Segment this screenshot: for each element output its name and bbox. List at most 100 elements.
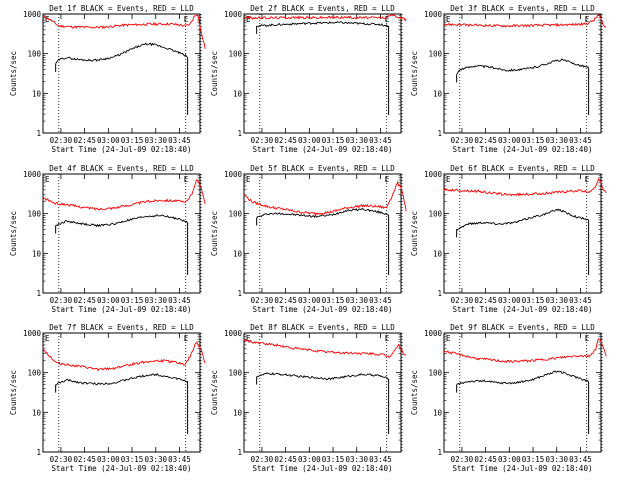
y-axis-title: Counts/sec [410,51,419,96]
y-tick-label: 100 [428,369,442,378]
y-tick-label: 10 [433,249,443,258]
x-tick-label: 02:30 [451,136,474,145]
x-tick-label: 03:15 [522,136,545,145]
x-tick-label: 02:45 [274,455,297,464]
panel-title: Det 1f BLACK = Events, RED = LLD [49,4,194,13]
events-series-line [256,21,389,28]
y-tick-label: 100 [27,50,41,59]
y-tick-label: 10 [233,408,243,417]
flag-e-left: E [45,15,50,24]
plot-frame [243,173,402,294]
x-tick-label: 02:30 [251,296,274,305]
y-axis-title: Counts/sec [210,370,219,415]
x-tick-label: 03:15 [522,296,545,305]
plot-frame [243,13,402,134]
panel-title: Det 8f BLACK = Events, RED = LLD [250,323,395,332]
x-axis-title: Start Time (24-Jul-09 02:18:40) [453,145,593,154]
x-tick-label: 03:15 [121,296,144,305]
y-tick-label: 10 [433,89,443,98]
y-tick-label: 1000 [424,170,443,179]
y-tick-label: 1 [437,129,442,138]
events-series-line [456,58,589,75]
x-tick-label: 03:30 [545,136,568,145]
y-tick-label: 10 [233,89,243,98]
y-tick-label: 1000 [424,329,443,338]
lld-series-line [42,14,206,49]
x-tick-label: 03:30 [345,296,368,305]
x-tick-label: 02:45 [73,136,96,145]
y-axis-title: Counts/sec [9,211,18,256]
y-axis-title: Counts/sec [9,51,18,96]
panel-det-6: Det 6f BLACK = Events, RED = LLD 1 10 100 10… [410,164,607,314]
y-tick-label: 1000 [224,10,243,19]
events-series-line [256,372,389,381]
y-tick-label: 1000 [424,10,443,19]
lld-series-line [42,179,206,211]
y-tick-label: 10 [233,249,243,258]
y-tick-label: 1 [437,289,442,298]
x-tick-label: 02:45 [474,136,497,145]
x-tick-label: 03:45 [168,455,191,464]
x-tick-label: 03:30 [144,296,167,305]
x-tick-label: 02:30 [50,136,73,145]
x-tick-label: 03:30 [144,455,167,464]
y-tick-label: 1 [237,289,242,298]
flag-e-right: E [184,334,189,343]
panel-det-2: Det 2f BLACK = Events, RED = LLD 1 10 100 10… [210,4,407,154]
y-axis-title: Counts/sec [410,370,419,415]
x-tick-label: 03:45 [369,296,392,305]
panel-det-1: Det 1f BLACK = Events, RED = LLD 1 10 100 10… [9,4,206,154]
events-series-line [456,370,589,386]
x-tick-label: 02:45 [474,455,497,464]
x-tick-label: 03:45 [168,136,191,145]
x-tick-label: 02:30 [251,455,274,464]
y-tick-label: 1000 [224,170,243,179]
flag-e-right: E [385,175,390,184]
x-tick-label: 03:30 [144,136,167,145]
x-tick-label: 02:30 [50,455,73,464]
x-tick-label: 03:00 [97,136,120,145]
y-tick-label: 1 [36,129,41,138]
y-tick-label: 10 [32,408,42,417]
x-tick-label: 02:30 [451,455,474,464]
x-tick-label: 02:45 [73,455,96,464]
y-tick-label: 1000 [23,10,42,19]
x-tick-label: 03:45 [369,455,392,464]
x-tick-label: 03:30 [545,296,568,305]
panel-det-4: Det 4f BLACK = Events, RED = LLD 1 10 100 10… [9,164,206,314]
panel-title: Det 6f BLACK = Events, RED = LLD [450,164,595,173]
y-axis-title: Counts/sec [210,211,219,256]
x-tick-label: 03:00 [97,455,120,464]
x-tick-label: 03:30 [345,136,368,145]
y-tick-label: 1 [437,448,442,457]
x-tick-label: 03:30 [345,455,368,464]
x-tick-label: 03:00 [498,296,521,305]
x-tick-label: 03:15 [522,455,545,464]
events-series-line [55,214,188,228]
y-tick-label: 10 [433,408,443,417]
plot-frame [42,173,201,294]
panel-title: Det 3f BLACK = Events, RED = LLD [450,4,595,13]
y-tick-label: 1 [237,129,242,138]
lld-series-line [443,14,607,28]
y-tick-label: 10 [32,249,42,258]
events-series-line [456,208,589,231]
flag-e-right: E [184,15,189,24]
x-axis-title: Start Time (24-Jul-09 02:18:40) [253,145,393,154]
y-axis-title: Counts/sec [210,51,219,96]
x-tick-label: 03:15 [322,296,345,305]
x-tick-label: 03:00 [97,296,120,305]
panel-det-3: Det 3f BLACK = Events, RED = LLD 1 10 100 10… [410,4,607,154]
x-tick-label: 03:15 [121,136,144,145]
y-axis-title: Counts/sec [9,370,18,415]
flag-e-right: E [585,175,590,184]
y-axis-title: Counts/sec [410,211,419,256]
panel-title: Det 4f BLACK = Events, RED = LLD [49,164,194,173]
x-tick-label: 03:00 [498,136,521,145]
x-tick-label: 03:45 [369,136,392,145]
x-axis-title: Start Time (24-Jul-09 02:18:40) [52,464,192,473]
x-tick-label: 03:00 [298,136,321,145]
x-tick-label: 03:00 [498,455,521,464]
y-tick-label: 1 [36,448,41,457]
